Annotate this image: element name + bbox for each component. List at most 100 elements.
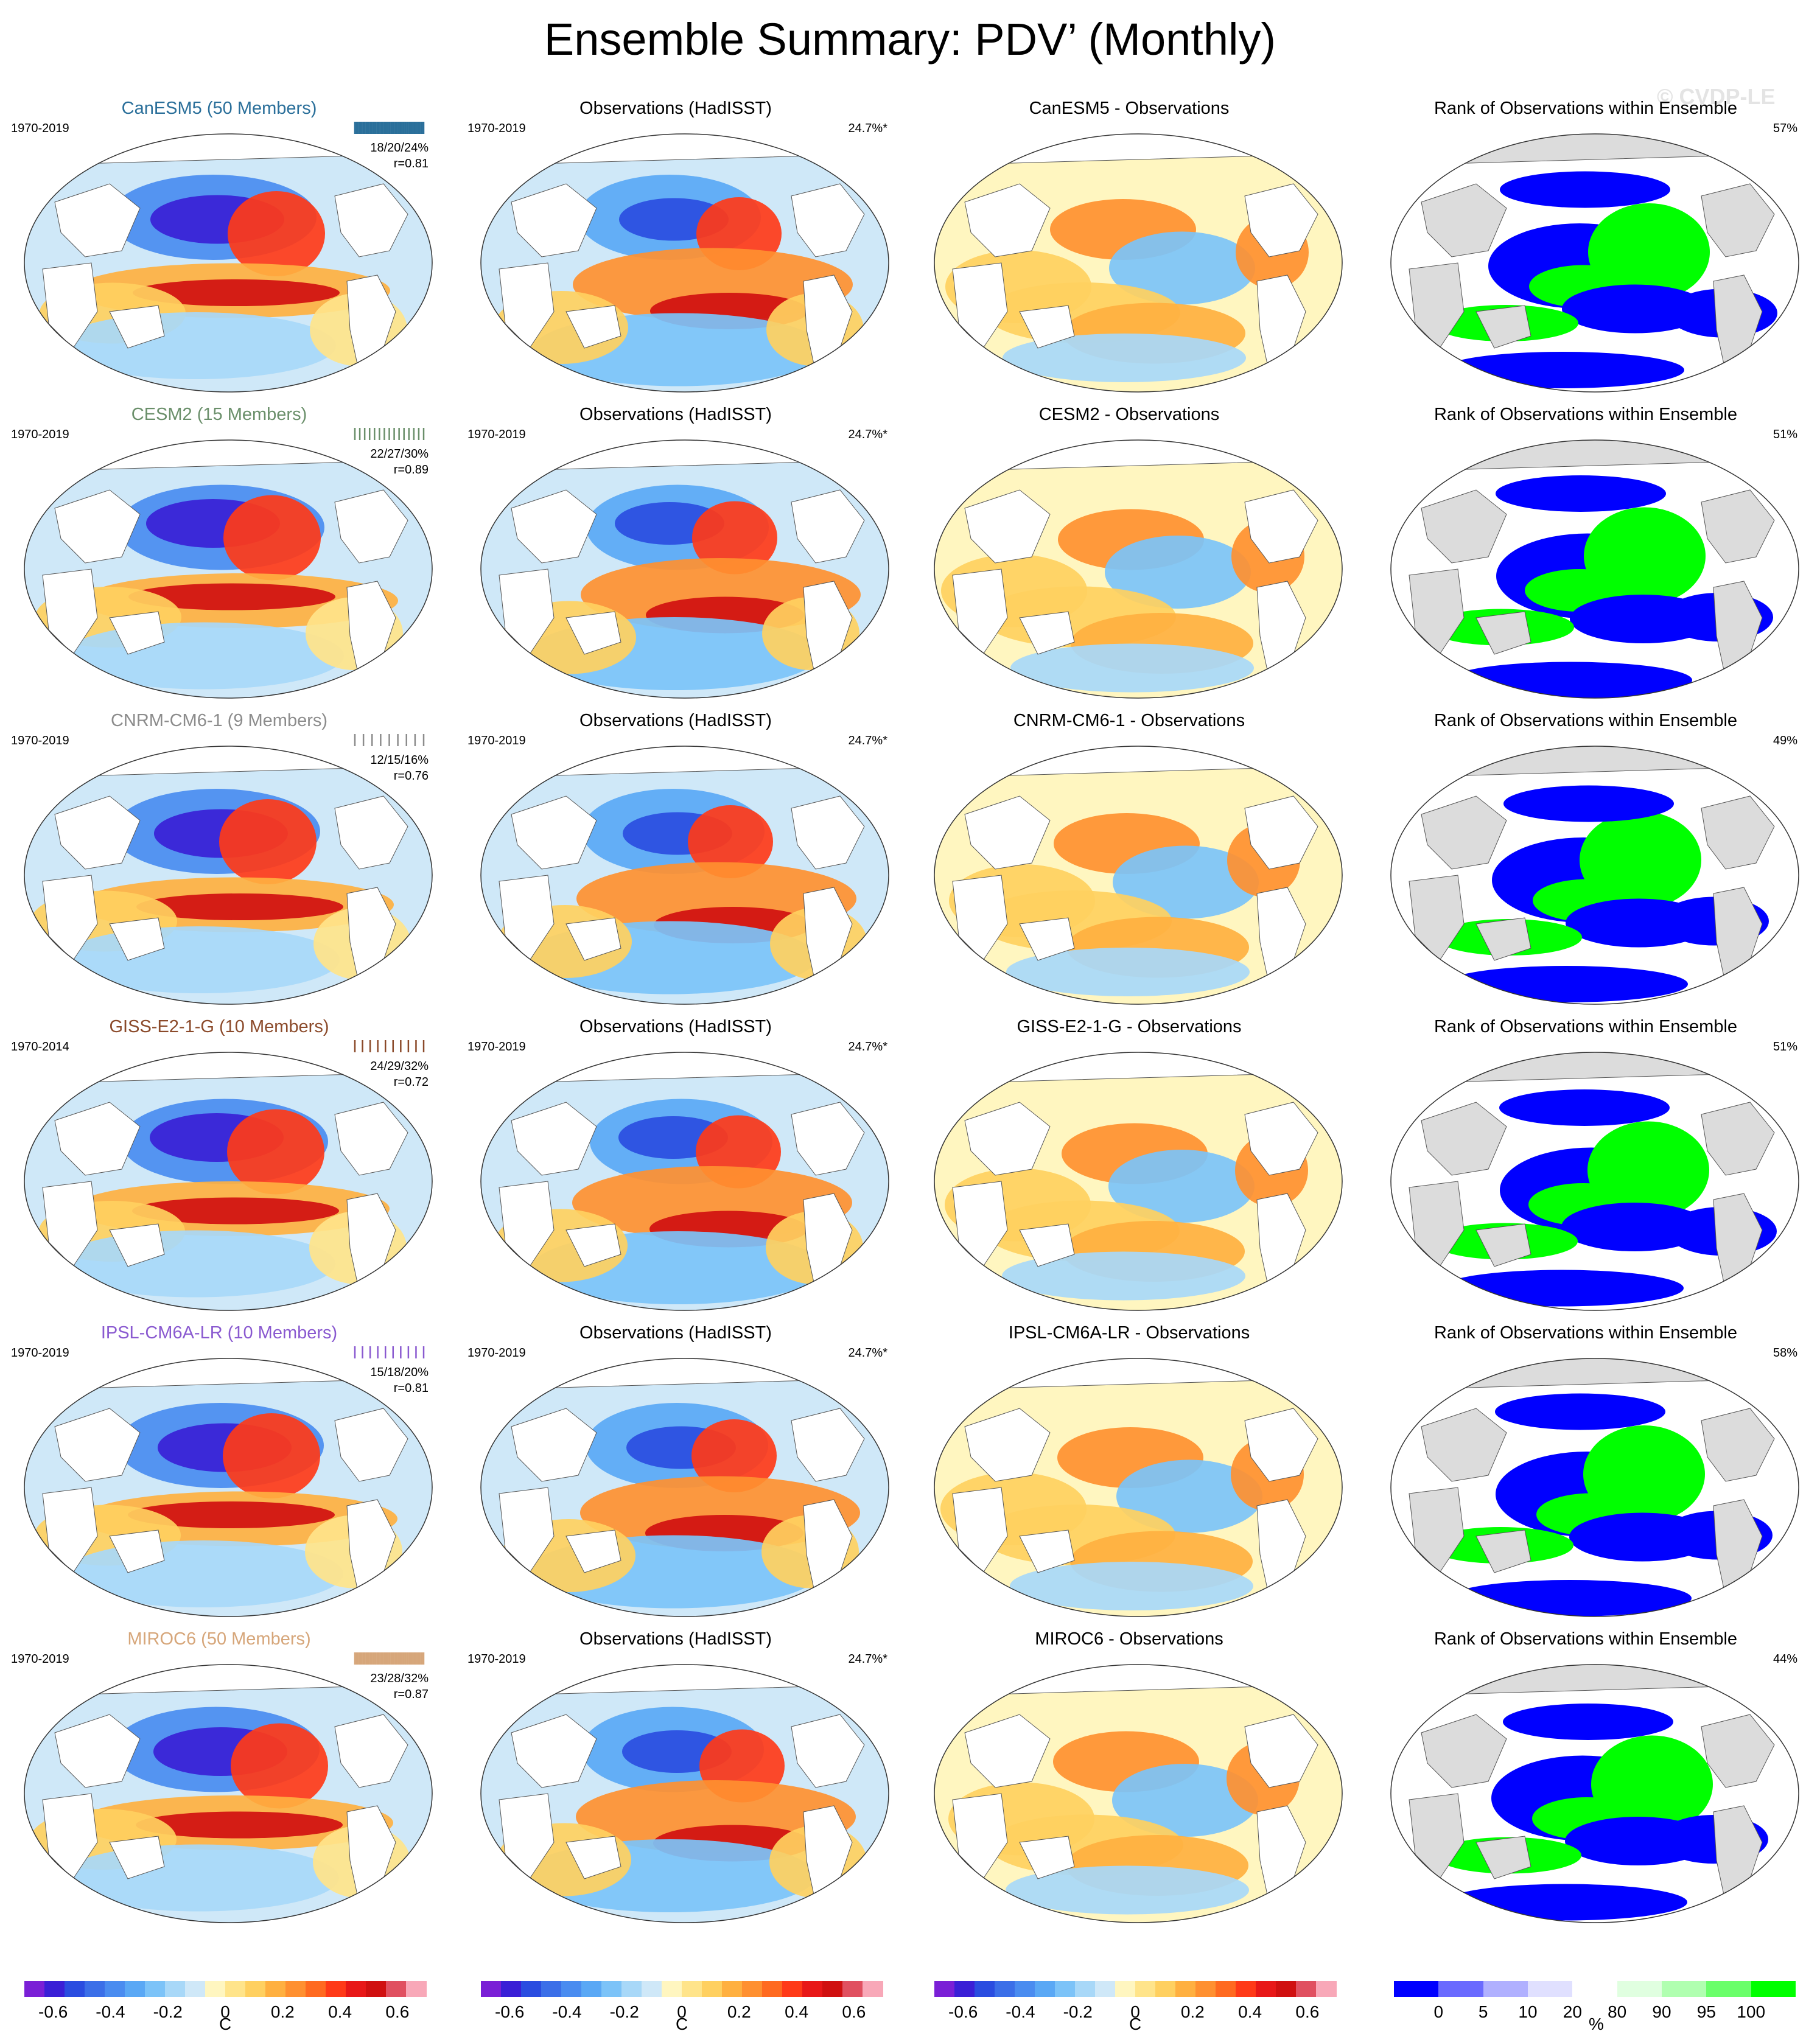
anomaly-region bbox=[1108, 1150, 1255, 1223]
continent bbox=[964, 489, 1051, 564]
rank-panel: Rank of Observations within Ensemble 57% bbox=[1367, 99, 1805, 397]
continent bbox=[1701, 795, 1775, 870]
obs-period-label: 1970-2019 bbox=[467, 1346, 526, 1360]
map-border bbox=[1390, 1052, 1799, 1311]
map-model bbox=[24, 1358, 433, 1617]
obs-panel: Observations (HadISST) 1970-2019 24.7%* bbox=[457, 1629, 895, 1927]
rank-panel: Rank of Observations within Ensemble 51% bbox=[1367, 405, 1805, 703]
map-border bbox=[1390, 1358, 1799, 1617]
continent bbox=[42, 568, 98, 655]
continent bbox=[791, 183, 865, 257]
model-title: CanESM5 (50 Members) bbox=[121, 99, 317, 118]
anomaly-region bbox=[223, 495, 321, 581]
continent bbox=[1244, 1714, 1318, 1788]
colorbar bbox=[934, 1981, 1337, 1997]
colorbar-segment bbox=[1394, 1981, 1439, 1997]
anomaly-region bbox=[136, 1811, 343, 1839]
pattern-stats: 15/18/20% r=0.81 bbox=[370, 1365, 429, 1396]
continent bbox=[964, 1408, 1051, 1482]
colorbar-segment bbox=[125, 1981, 145, 1997]
continent bbox=[791, 795, 865, 870]
obs-panel: Observations (HadISST) 1970-2019 24.7%* bbox=[457, 1017, 895, 1315]
continent bbox=[42, 875, 98, 961]
rank-percent: 58% bbox=[1773, 1346, 1797, 1360]
period-label: 1970-2019 bbox=[11, 1652, 69, 1666]
map-border bbox=[1390, 1664, 1799, 1923]
colorbar-segment bbox=[842, 1981, 863, 1997]
variance-stats: 24/29/32% bbox=[370, 1060, 429, 1073]
colorbar-tick-label: -0.2 bbox=[1063, 2002, 1093, 2021]
colorbar-tick-label: -0.6 bbox=[38, 2002, 68, 2021]
continent bbox=[499, 875, 555, 961]
obs-title: Observations (HadISST) bbox=[579, 99, 772, 118]
anomaly-region bbox=[133, 279, 340, 306]
map-diff bbox=[934, 746, 1343, 1005]
map-border bbox=[24, 746, 433, 1005]
rank-title: Rank of Observations within Ensemble bbox=[1433, 711, 1738, 730]
model-title: CESM2 (15 Members) bbox=[131, 405, 307, 424]
obs-panel: Observations (HadISST) 1970-2019 24.7%* bbox=[457, 1323, 895, 1621]
colorbar-segment bbox=[1662, 1981, 1707, 1997]
continent bbox=[791, 1408, 865, 1482]
model-title: IPSL-CM6A-LR (10 Members) bbox=[100, 1323, 338, 1343]
colorbar-segment bbox=[621, 1981, 642, 1997]
anomaly-region bbox=[1112, 1764, 1258, 1837]
obs-title: Observations (HadISST) bbox=[579, 711, 772, 730]
obs-variance: 24.7%* bbox=[848, 122, 888, 135]
anomaly-region bbox=[223, 1413, 320, 1498]
rank-percent: 51% bbox=[1773, 428, 1797, 441]
continent bbox=[964, 183, 1051, 257]
map-border bbox=[480, 1664, 889, 1923]
obs-panel: Observations (HadISST) 1970-2019 24.7%* bbox=[457, 405, 895, 703]
colorbar-tick-label: 0.4 bbox=[328, 2002, 352, 2021]
colorbar-segment bbox=[1075, 1981, 1096, 1997]
anomaly-region bbox=[1010, 1562, 1253, 1610]
continent bbox=[109, 1529, 165, 1573]
period-label: 1970-2019 bbox=[11, 428, 69, 441]
continent bbox=[1019, 611, 1075, 655]
colorbar-segment bbox=[682, 1981, 702, 1997]
continent bbox=[1019, 1223, 1075, 1267]
colorbar-tick-label: 0.6 bbox=[1295, 2002, 1320, 2021]
anomaly-region bbox=[132, 1197, 339, 1225]
anomaly-region bbox=[1591, 1735, 1713, 1833]
colorbar-segment bbox=[802, 1981, 823, 1997]
colorbar-segment bbox=[185, 1981, 206, 1997]
continent bbox=[499, 1487, 555, 1573]
continent bbox=[1421, 1714, 1507, 1788]
continent bbox=[952, 875, 1008, 961]
rank-percent: 49% bbox=[1773, 734, 1797, 747]
obs-variance: 24.7%* bbox=[848, 1040, 888, 1054]
continent bbox=[109, 1836, 165, 1879]
colorbar-segment bbox=[1528, 1981, 1573, 1997]
member-spread-ticks bbox=[354, 734, 425, 746]
rank-title: Rank of Observations within Ensemble bbox=[1433, 1629, 1738, 1649]
anomaly-region bbox=[1109, 231, 1255, 305]
colorbar-tick-label: 20 bbox=[1563, 2002, 1582, 2021]
colorbar-segment bbox=[145, 1981, 166, 1997]
pattern-correlation: r=0.89 bbox=[393, 463, 429, 477]
colorbar-segment bbox=[285, 1981, 306, 1997]
rank-percent: 44% bbox=[1773, 1652, 1797, 1666]
anomaly-region bbox=[1495, 1393, 1665, 1430]
continent bbox=[1409, 262, 1465, 349]
anomaly-region bbox=[1444, 966, 1688, 1002]
anomaly-region bbox=[228, 191, 325, 276]
colorbar-segment bbox=[1296, 1981, 1317, 1997]
map-rank bbox=[1390, 439, 1799, 699]
continent bbox=[565, 611, 621, 655]
colorbar-segment bbox=[225, 1981, 246, 1997]
period-label: 1970-2014 bbox=[11, 1040, 69, 1054]
colorbar-tick-label: -0.4 bbox=[96, 2002, 125, 2021]
map-model bbox=[24, 439, 433, 699]
continent bbox=[1244, 795, 1318, 870]
obs-title: Observations (HadISST) bbox=[579, 1629, 772, 1649]
continent bbox=[1701, 1408, 1775, 1482]
anomaly-region bbox=[1588, 203, 1710, 301]
anomaly-region bbox=[691, 1419, 777, 1492]
map-model bbox=[24, 1664, 433, 1923]
pattern-stats: 23/28/32% r=0.87 bbox=[370, 1671, 429, 1702]
colorbar-tick-label: 0 bbox=[1130, 2002, 1140, 2021]
colorbar bbox=[481, 1981, 883, 1997]
anomaly-region bbox=[128, 583, 335, 610]
